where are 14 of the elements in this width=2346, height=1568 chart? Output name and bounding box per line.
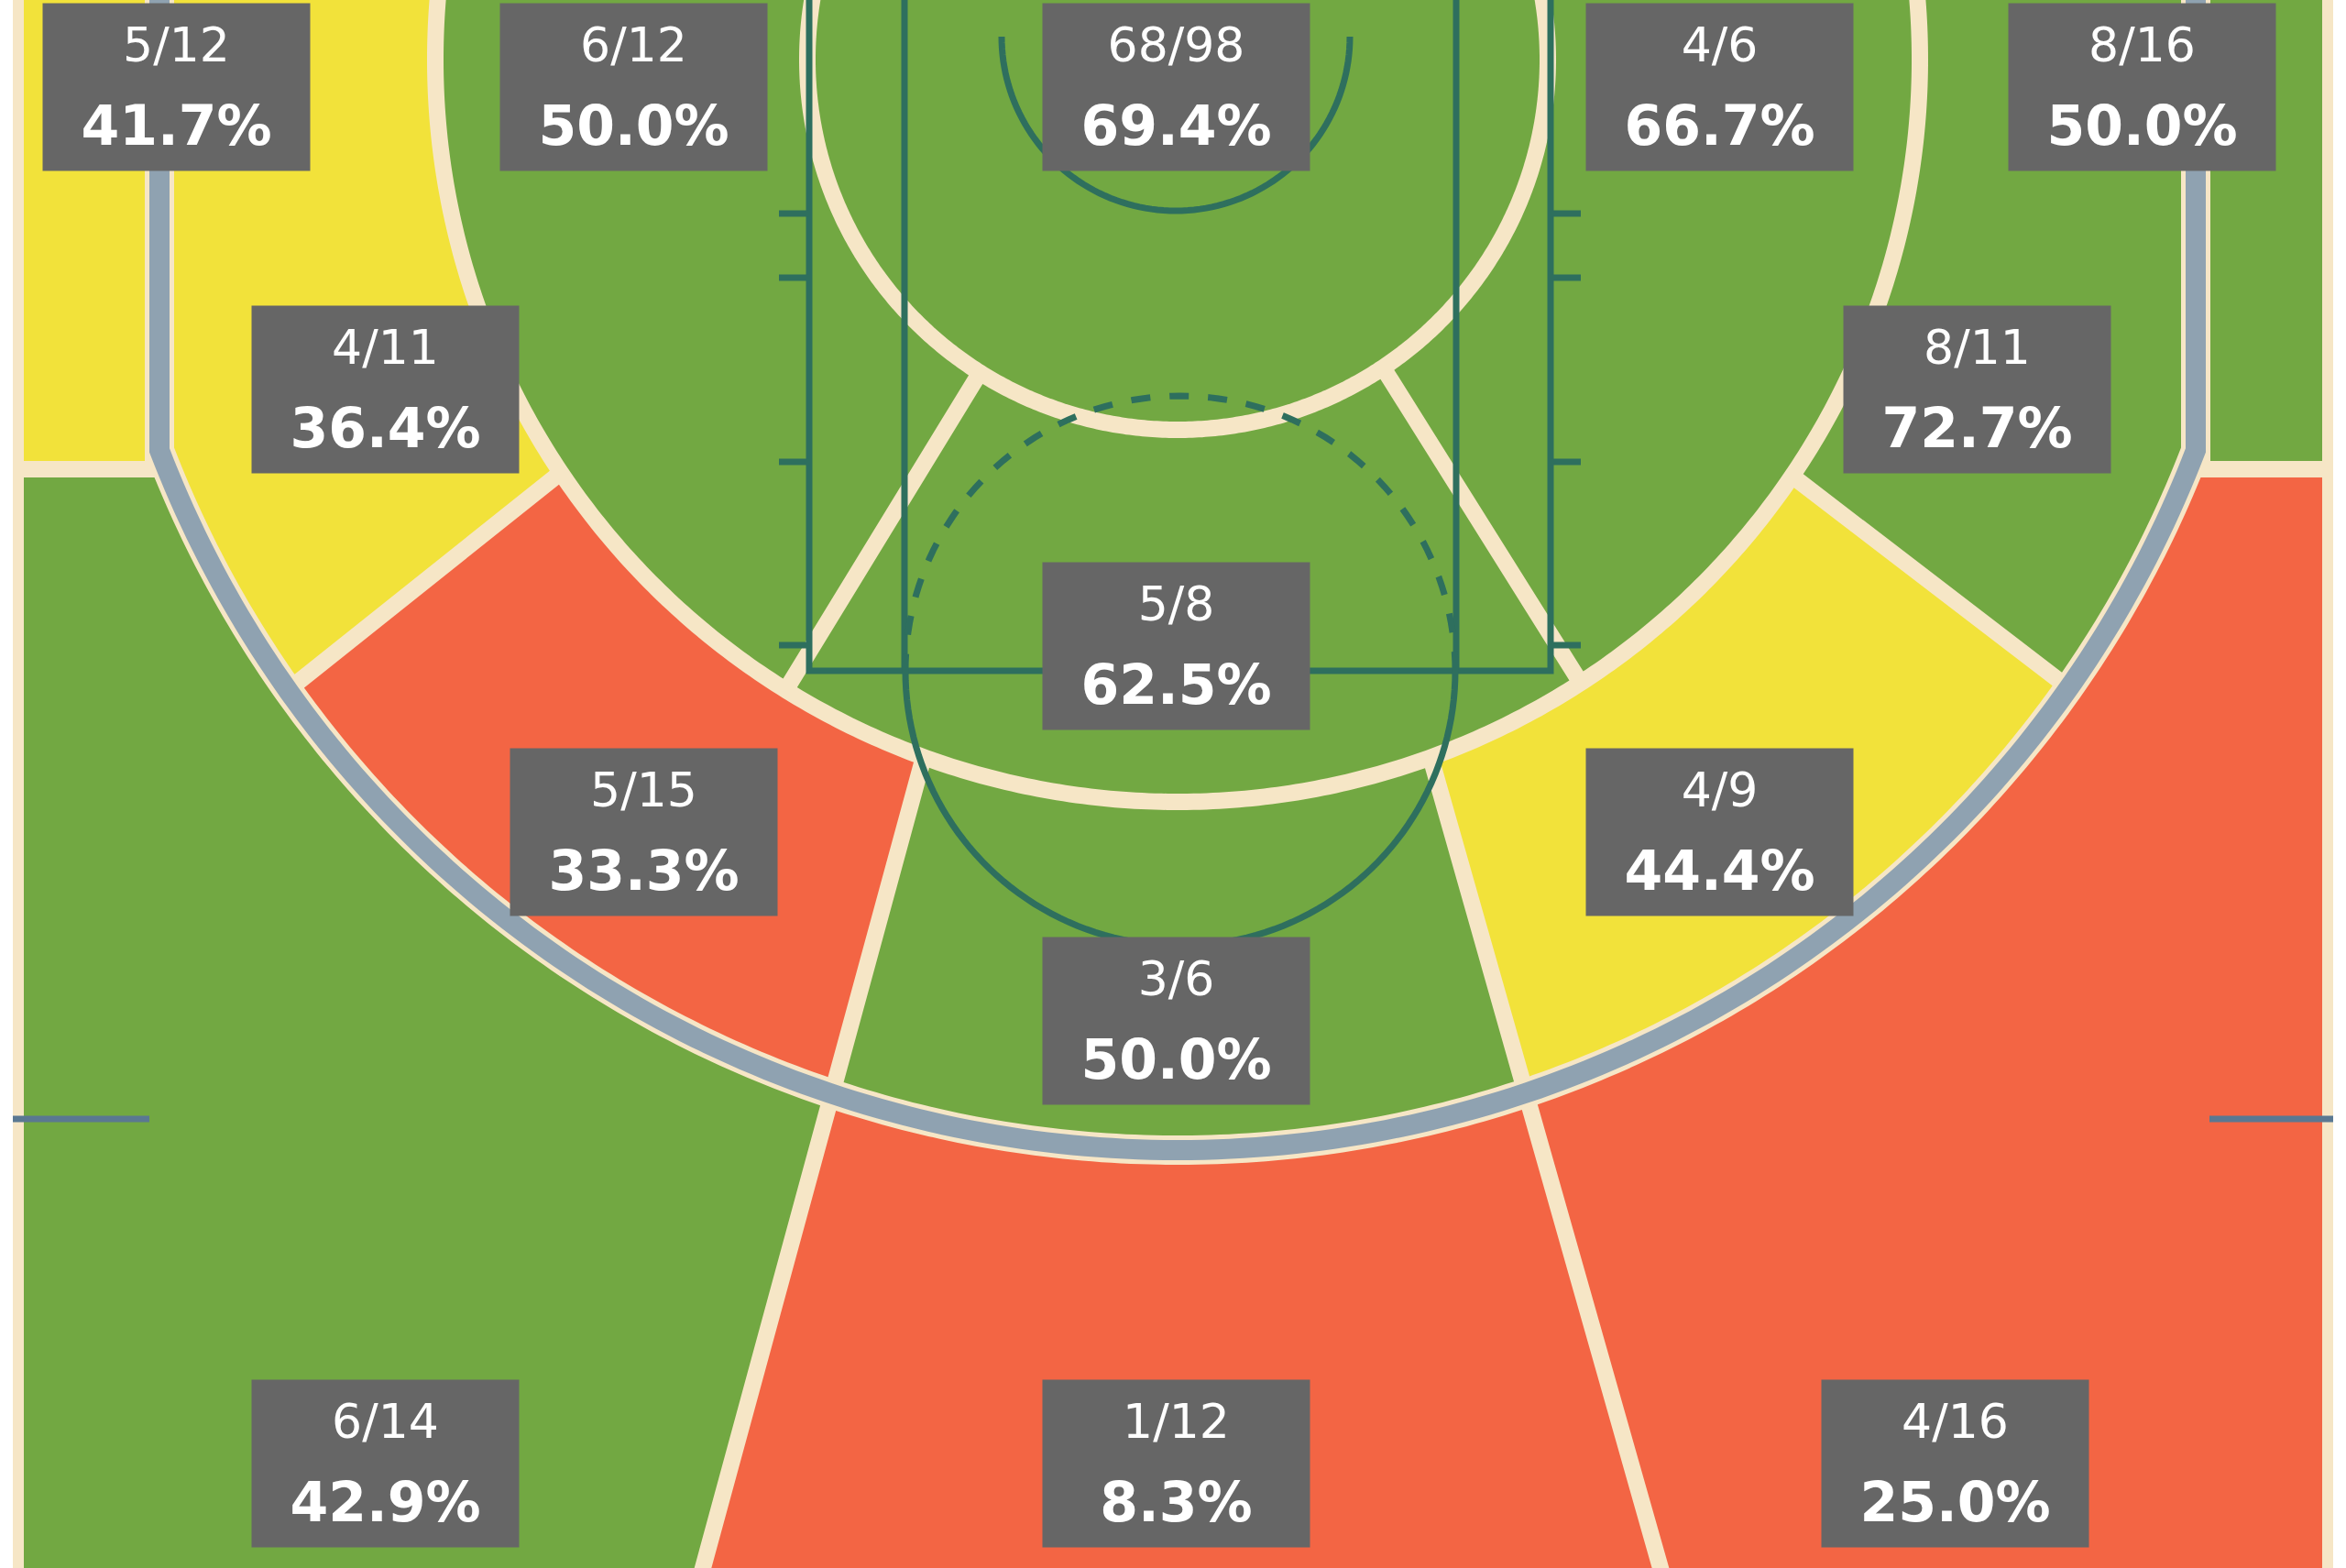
data-label: 5/15 33.3% bbox=[548, 762, 740, 903]
data-label: 4/16 25.0% bbox=[1859, 1393, 2051, 1534]
data-label: 4/11 36.4% bbox=[290, 319, 481, 460]
data-label: 6/12 50.0% bbox=[538, 16, 729, 158]
data-label: 5/8 62.5% bbox=[1080, 576, 1272, 717]
data-label: 4/6 66.7% bbox=[1624, 16, 1815, 158]
data-label: 6/14 42.9% bbox=[290, 1393, 481, 1534]
data-label: 8/11 72.7% bbox=[1881, 319, 2073, 460]
data-label: 8/16 50.0% bbox=[2046, 16, 2238, 158]
data-label: 3/6 50.0% bbox=[1080, 950, 1272, 1091]
data-label: 1/12 8.3% bbox=[1100, 1393, 1253, 1534]
data-label: 68/98 69.4% bbox=[1080, 16, 1272, 158]
data-label: 4/9 44.4% bbox=[1624, 762, 1815, 903]
data-label: 5/12 41.7% bbox=[81, 16, 272, 158]
